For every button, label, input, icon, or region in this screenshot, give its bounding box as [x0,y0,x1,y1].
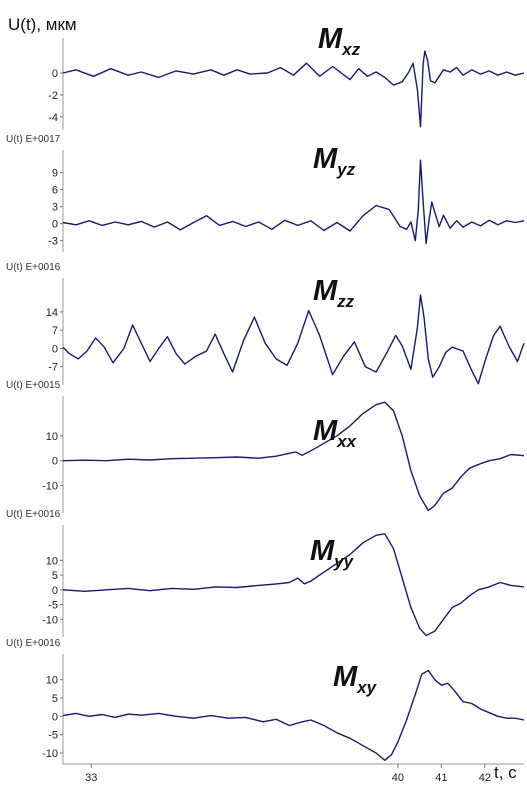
panel-title-xx: Mxx [313,415,358,451]
x-axis: 33 40 41 42 [63,763,524,784]
panel-title-yy: Myy [310,535,355,571]
panel-title-xz: Mxz [318,23,361,59]
panel-title-subscript: zz [336,292,355,311]
y-tick-label: 0 [52,343,58,355]
panels: -4 -2 0 Mxz -3 0 3 6 9 U(t) E+0017 Myz -7 0 7 14 U(t) E… [6,23,525,764]
x-tick-label: 40 [392,772,404,784]
y-tick-label: -10 [42,748,58,760]
y-tick-label: -2 [48,90,58,102]
panel-title-subscript: xz [341,40,360,59]
y-tick-label: 6 [52,185,58,197]
series-line-yz [62,159,525,245]
unit-label: U(t) E+0017 [6,134,61,145]
y-tick-label: 0 [52,585,58,597]
y-tick-label: -5 [48,600,58,612]
y-tick-label: 0 [52,68,58,80]
y-tick-label: 5 [52,570,58,582]
x-axis-label: t, c [494,763,517,782]
y-tick-label: 10 [46,555,58,567]
series-line-zz [62,294,525,385]
y-tick-label: 10 [46,675,58,687]
panel-title-subscript: yy [333,552,354,571]
series-line-xz [62,50,525,128]
panel-title-subscript: yz [336,160,355,179]
panel-title-main: M [333,661,358,693]
y-tick-label: 10 [46,431,58,443]
panel-xy: -10 -5 0 5 10 U(t) E+0016 Mxy [6,638,525,764]
panel-title-zz: Mzz [313,275,355,311]
panel-title-yz: Myz [313,143,356,179]
y-tick-label: 0 [52,456,58,468]
panel-yy: -10 -5 0 5 10 U(t) E+0016 Myy [6,509,525,637]
panel-title-main: M [313,143,338,175]
panel-title-main: M [310,535,335,567]
y-axis-label: U(t), мкм [8,15,77,34]
panel-title-main: M [318,23,343,55]
y-tick-label: -10 [42,614,58,626]
panel-title-main: M [313,275,338,307]
unit-label: U(t) E+0016 [6,262,61,273]
y-tick-label: -4 [48,112,58,124]
series-line-xy [62,669,525,761]
panel-xz: -4 -2 0 Mxz [48,23,525,130]
panel-title-xy: Mxy [333,661,378,697]
y-tick-label: 5 [52,693,58,705]
y-tick-label: -7 [48,362,58,374]
panel-yz: -3 0 3 6 9 U(t) E+0017 Myz [6,134,525,252]
y-tick-label: 14 [46,307,58,319]
y-tick-label: 0 [52,219,58,231]
x-tick-label: 41 [435,772,447,784]
y-tick-label: 0 [52,711,58,723]
y-tick-label: -3 [48,236,58,248]
unit-label: U(t) E+0016 [6,509,61,520]
panel-xx: -10 0 10 U(t) E+0015 Mxx [6,380,525,513]
y-tick-label: -5 [48,730,58,742]
y-tick-label: 7 [52,325,58,337]
y-tick-label: 9 [52,168,58,180]
panel-title-main: M [313,415,338,447]
x-tick-label: 42 [479,772,491,784]
x-tick-label: 33 [85,772,97,784]
y-tick-label: -10 [42,481,58,493]
panel-title-subscript: xy [356,678,377,697]
series-line-yy [62,533,525,637]
unit-label: U(t) E+0016 [6,638,61,649]
unit-label: U(t) E+0015 [6,380,61,391]
panel-title-subscript: xx [336,432,357,451]
y-tick-label: 3 [52,202,58,214]
panel-zz: -7 0 7 14 U(t) E+0016 Mzz [6,262,525,385]
series-line-xx [62,401,525,512]
